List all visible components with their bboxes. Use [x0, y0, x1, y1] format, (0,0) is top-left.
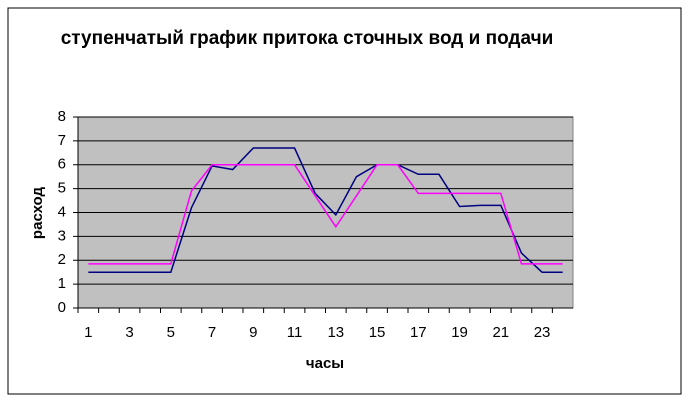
x-tick-label: 21 [492, 324, 509, 341]
y-tick-label: 2 [58, 251, 66, 268]
data-line [88, 164, 563, 265]
chart-title: ступенчатый график притока сточных вод и… [60, 28, 554, 49]
y-tick-label: 5 [58, 180, 66, 197]
y-tick-label: 8 [58, 108, 66, 125]
y-tick-label: 0 [58, 299, 66, 316]
x-tick-label: 15 [369, 324, 386, 341]
data-line [88, 147, 563, 273]
x-tick-label: 13 [327, 324, 344, 341]
x-tick-label: 1 [84, 324, 92, 341]
x-tick-label: 19 [451, 324, 468, 341]
y-tick-label: 7 [58, 132, 66, 149]
x-tick-label: 7 [208, 324, 216, 341]
x-tick-label: 5 [167, 324, 175, 341]
x-tick-label: 9 [249, 324, 257, 341]
x-tick-label: 17 [410, 324, 427, 341]
chart-border [7, 7, 682, 395]
y-tick-label: 3 [58, 227, 66, 244]
y-tick-label: 1 [58, 275, 66, 292]
x-tick-label: 11 [287, 324, 303, 341]
y-tick-label: 4 [58, 203, 66, 220]
x-tick-label: 23 [534, 324, 551, 341]
y-axis-label: расход [29, 186, 46, 239]
x-axis-label: часы [306, 355, 344, 372]
y-tick-label: 6 [58, 156, 66, 173]
x-tick-label: 3 [125, 324, 133, 341]
